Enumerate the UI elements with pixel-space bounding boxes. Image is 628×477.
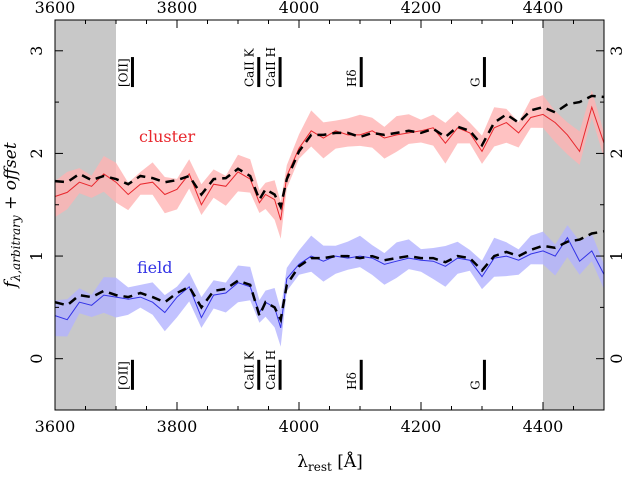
model-line-field (54, 230, 605, 324)
x-tick-label-bottom-4: 4400 (523, 417, 564, 436)
y-tick-label-right-1: 1 (607, 251, 626, 261)
line-marker-label-0-3: Hδ (345, 69, 359, 87)
masked-region-0 (55, 20, 116, 410)
x-tick-label-top-2: 4000 (279, 0, 320, 17)
x-axis-title: λrest [Å] (297, 451, 363, 474)
band-field (55, 225, 604, 347)
x-tick-label-top-4: 4400 (523, 0, 564, 17)
line-marker-label-1-3: Hδ (345, 372, 359, 390)
series-label-field: field (137, 258, 173, 277)
x-tick-label-bottom-2: 4000 (279, 417, 320, 436)
line-marker-label-1-0: [OII] (116, 361, 130, 390)
x-axis-title-text: λrest [Å] (297, 451, 363, 474)
x-tick-label-bottom-0: 3600 (35, 417, 76, 436)
y-axis-title: fλ,arbitrary + offset (1, 142, 23, 289)
line-marker-label-0-4: G (468, 77, 482, 87)
y-tick-label-left-3: 3 (27, 46, 46, 56)
series-labels: cluster field (137, 127, 195, 277)
masked-regions (55, 20, 604, 410)
uncertainty-bands (55, 90, 604, 347)
y-tick-label-right-2: 2 (607, 148, 626, 158)
axis-ticks: 3600 3600 3800 3800 4000 4000 4200 4200 4400 4400… (27, 0, 626, 436)
line-marker-label-1-2: CaII H (264, 350, 278, 390)
plot-frame (54, 19, 605, 411)
line-marker-label-1-4: G (468, 380, 482, 390)
line-marker-label-0-2: CaII H (264, 47, 278, 87)
y-tick-label-left-1: 1 (27, 251, 46, 261)
y-tick-label-right-0: 0 (607, 354, 626, 364)
band-cluster (55, 90, 604, 239)
x-tick-label-bottom-3: 4200 (401, 417, 442, 436)
spectral-line-markers: [OII] CaII K CaII H Hδ G [OII] CaII K CaII H Hδ G (116, 47, 486, 390)
masked-region-1 (543, 20, 604, 410)
x-tick-label-top-0: 3600 (35, 0, 76, 17)
x-tick-label-bottom-1: 3800 (157, 417, 198, 436)
line-marker-label-0-1: CaII K (243, 47, 257, 87)
x-tick-label-top-1: 3800 (157, 0, 198, 17)
x-tick-label-top-3: 4200 (401, 0, 442, 17)
observed-line-cluster (54, 105, 605, 221)
y-tick-label-left-0: 0 (27, 354, 46, 364)
spectrum-lines (54, 94, 605, 329)
y-tick-label-left-2: 2 (27, 148, 46, 158)
series-label-cluster: cluster (139, 127, 195, 146)
line-marker-label-1-1: CaII K (243, 350, 257, 390)
line-marker-label-0-0: [OII] (116, 58, 130, 87)
y-axis-title-text: fλ,arbitrary + offset (1, 142, 23, 289)
y-tick-label-right-3: 3 (607, 46, 626, 56)
